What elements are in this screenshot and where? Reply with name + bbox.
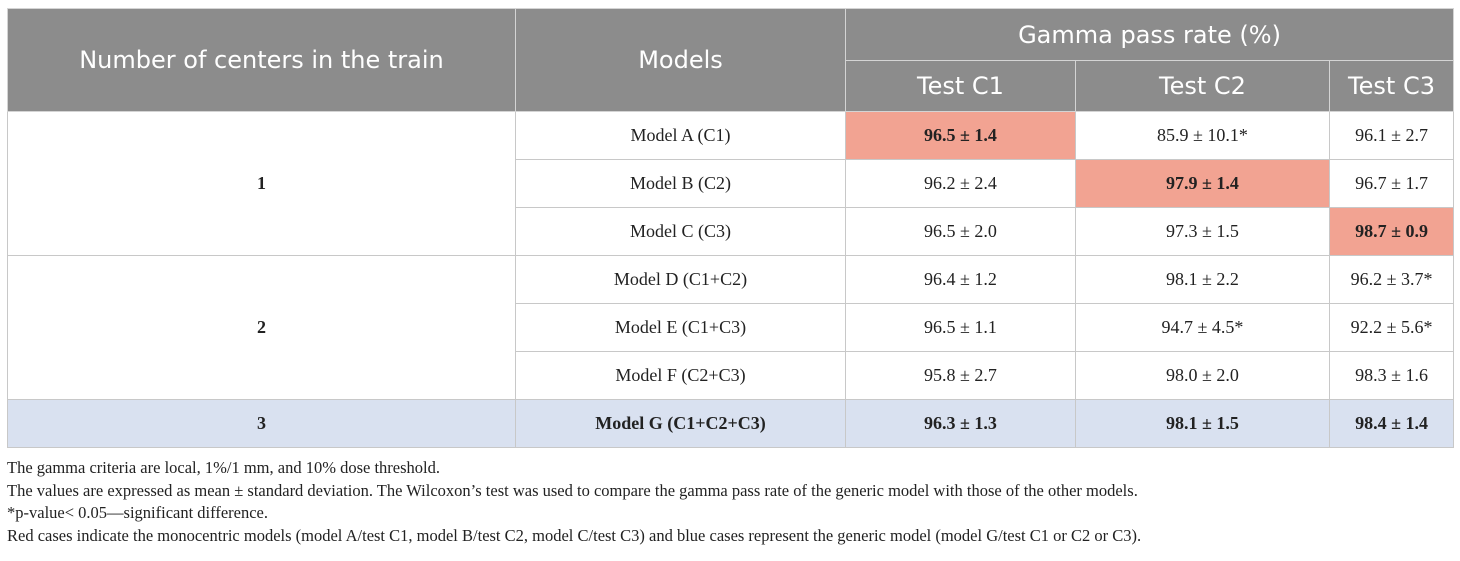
model-name: Model A (C1) (515, 111, 846, 160)
table-footnotes: The gamma criteria are local, 1%/1 mm, a… (7, 457, 1453, 547)
header-gamma-pass-rate: Gamma pass rate (%) (844, 8, 1455, 61)
footnote: *p-value< 0.05—significant difference. (7, 503, 268, 522)
table-row: 1 Model A (C1) 96.5 ± 1.4 85.9 ± 10.1* 9… (7, 111, 1455, 256)
table-row: Model E (C1+C3) 96.5 ± 1.1 94.7 ± 4.5* 9… (8, 303, 1455, 352)
results-table-container: Number of centers in the train Models Ga… (7, 8, 1455, 448)
model-name: Model C (C3) (515, 207, 846, 256)
value-cell: 92.2 ± 5.6* (1328, 303, 1455, 352)
model-name: Model D (C1+C2) (515, 255, 846, 304)
header-test-c3: Test C3 (1328, 60, 1455, 112)
value-cell: 98.1 ± 2.2 (1075, 255, 1330, 304)
model-name: Model B (C2) (515, 159, 846, 208)
model-name: Model F (C2+C3) (515, 351, 846, 400)
footnote: The values are expressed as mean ± stand… (7, 480, 1138, 500)
footnote: Red cases indicate the monocentric model… (7, 525, 1142, 545)
table-row: Model C (C3) 96.5 ± 2.0 97.3 ± 1.5 98.7 … (8, 207, 1455, 256)
group-label: 3 (7, 399, 516, 448)
value-cell: 96.7 ± 1.7 (1328, 159, 1455, 208)
value-cell: 96.2 ± 3.7* (1328, 255, 1455, 304)
value-cell: 96.4 ± 1.2 (845, 255, 1076, 304)
header-test-c2: Test C2 (1075, 60, 1330, 112)
value-cell: 96.1 ± 2.7 (1328, 111, 1455, 160)
model-name: Model E (C1+C3) (515, 303, 846, 352)
footnote: The gamma criteria are local, 1%/1 mm, a… (7, 458, 440, 477)
header-models: Models (515, 8, 846, 112)
value-cell: 98.7 ± 0.9 (1328, 207, 1455, 256)
model-name: Model G (C1+C2+C3) (515, 399, 846, 448)
header-test-c1: Test C1 (845, 60, 1076, 112)
value-cell: 97.3 ± 1.5 (1075, 207, 1330, 256)
value-cell: 98.0 ± 2.0 (1075, 351, 1330, 400)
value-cell: 85.9 ± 10.1* (1075, 111, 1330, 160)
group-label: 2 (7, 255, 516, 400)
value-cell: 96.2 ± 2.4 (845, 159, 1076, 208)
gamma-pass-rate-table: Number of centers in the train Models Ga… (7, 8, 1455, 448)
table-row: Model F (C2+C3) 95.8 ± 2.7 98.0 ± 2.0 98… (8, 351, 1455, 400)
value-cell: 97.9 ± 1.4 (1075, 159, 1330, 208)
value-cell: 95.8 ± 2.7 (845, 351, 1076, 400)
value-cell: 98.1 ± 1.5 (1075, 399, 1330, 448)
header-number-of-centers: Number of centers in the train (7, 8, 516, 112)
value-cell: 96.5 ± 1.4 (845, 111, 1076, 160)
value-cell: 96.3 ± 1.3 (845, 399, 1076, 448)
value-cell: 96.5 ± 1.1 (845, 303, 1076, 352)
group-label: 1 (7, 111, 516, 256)
table-row: Model B (C2) 96.2 ± 2.4 97.9 ± 1.4 96.7 … (8, 159, 1455, 208)
value-cell: 94.7 ± 4.5* (1075, 303, 1330, 352)
value-cell: 98.3 ± 1.6 (1328, 351, 1455, 400)
table-row: 2 Model D (C1+C2) 96.4 ± 1.2 98.1 ± 2.2 … (7, 255, 1455, 400)
value-cell: 98.4 ± 1.4 (1328, 399, 1455, 448)
table-row-generic-model: 3 Model G (C1+C2+C3) 96.3 ± 1.3 98.1 ± 1… (7, 399, 1455, 448)
value-cell: 96.5 ± 2.0 (845, 207, 1076, 256)
